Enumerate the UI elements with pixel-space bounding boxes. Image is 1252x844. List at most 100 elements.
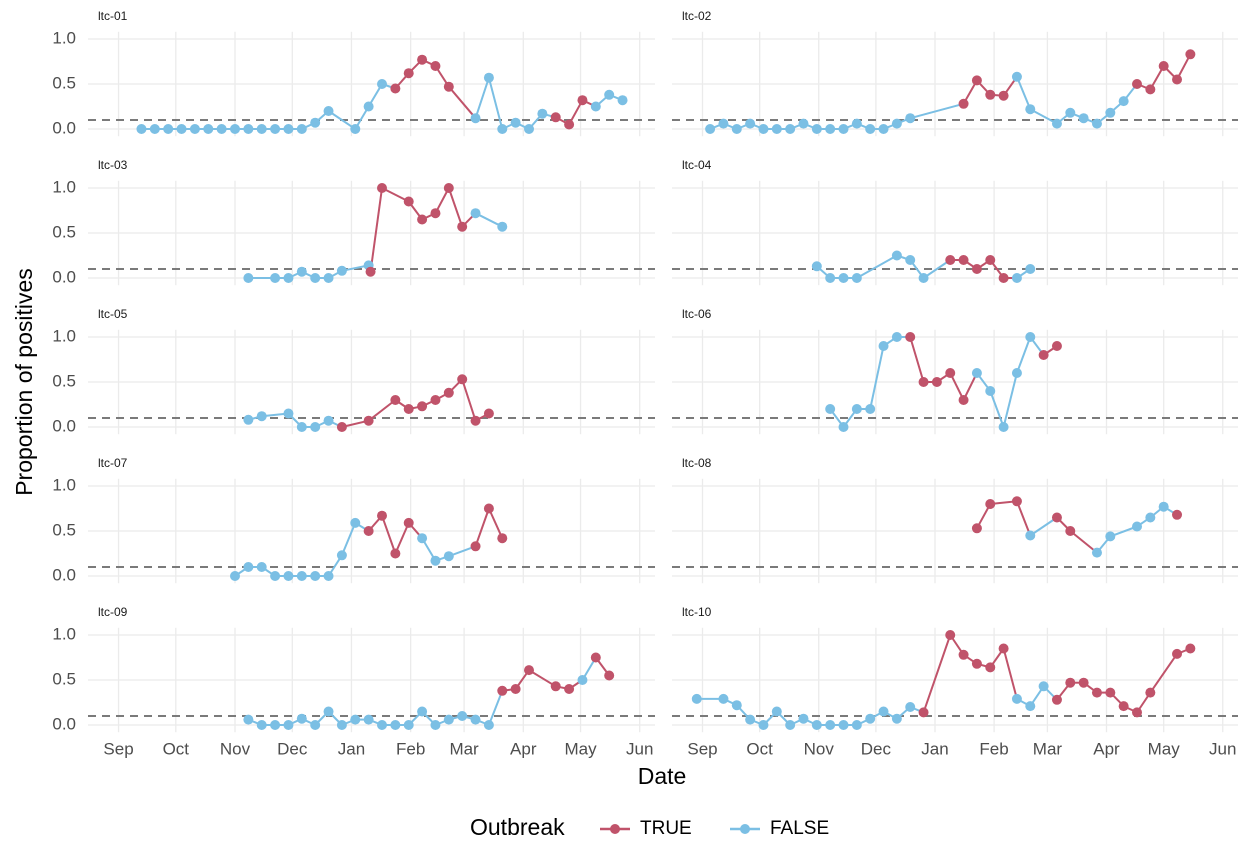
point [785,124,796,134]
point [510,684,521,694]
point [310,720,321,730]
y-tick-label: 0.0 [52,565,76,584]
point [617,95,628,106]
y-axis-title: Proportion of positives [11,268,37,496]
x-tick-label: Apr [510,739,537,758]
point [1118,701,1129,712]
point [243,714,254,725]
point [189,124,200,134]
point [510,117,521,128]
point [705,124,716,134]
point [1172,648,1183,659]
line-segment [1002,372,1018,428]
line-segment [1069,530,1098,554]
point [430,208,441,219]
point [443,81,454,92]
point [998,273,1009,283]
point [1025,332,1036,342]
point [216,124,227,134]
point [745,118,756,129]
point [825,720,836,730]
x-tick-label: Feb [979,739,1008,758]
point [878,341,889,351]
facet-title: ltc-01 [98,9,128,23]
point [891,250,902,261]
legend-label: TRUE [640,818,692,839]
point [745,714,756,725]
facet-title: ltc-02 [682,9,712,23]
point [417,706,428,717]
point [1051,341,1062,351]
point [296,266,307,277]
point [377,510,387,521]
point [905,113,916,124]
x-tick-label: Oct [746,739,773,758]
point [417,54,428,65]
point [878,124,889,134]
point [971,523,982,534]
point [958,395,969,405]
point [1131,521,1142,532]
point [256,411,267,422]
point [296,713,307,724]
y-tick-label: 1.0 [52,28,76,47]
point [497,221,508,232]
y-tick-label: 1.0 [52,624,76,643]
point [865,713,876,724]
point [1078,677,1089,688]
point [363,415,374,426]
point [1118,96,1129,107]
line-segment [922,634,952,713]
point [1038,681,1049,692]
y-tick-label: 0.5 [52,73,76,92]
point [1105,531,1116,542]
x-tick-label: Jun [1209,739,1236,758]
point [985,499,996,509]
line-segment [447,187,464,228]
point [1091,547,1102,558]
point [1131,707,1142,718]
point [350,517,361,528]
point [1025,264,1036,274]
point [443,183,454,193]
line-segment [1149,653,1178,694]
x-tick-label: May [1148,739,1181,758]
point [604,89,615,100]
x-tick-label: Apr [1093,739,1120,758]
point [1051,118,1062,129]
point [1091,687,1102,698]
point [483,72,494,83]
point [457,221,468,232]
y-tick-label: 0.0 [52,267,76,286]
point [270,720,281,730]
line-segment [474,508,490,547]
point [470,208,481,219]
point [310,571,321,581]
point [811,720,822,730]
point [1158,61,1169,71]
line-segment [528,669,557,688]
line-segment [394,522,410,554]
point [1185,49,1196,60]
y-tick-label: 0.5 [52,222,76,241]
point [417,214,428,225]
x-tick-label: Nov [804,739,835,758]
point [771,706,782,717]
point [470,415,481,426]
point [470,541,481,552]
facet-title: ltc-05 [98,307,128,321]
point [256,562,267,572]
point [1145,512,1156,523]
point [403,68,414,79]
point [971,75,982,86]
point [998,643,1009,654]
point [905,332,916,342]
line-segment [1016,76,1032,110]
point [691,693,702,704]
x-tick-label: Sep [687,739,717,758]
point [1011,273,1022,283]
point [891,332,902,342]
point [998,90,1009,101]
facet-title: ltc-04 [682,158,712,172]
point [958,98,969,109]
